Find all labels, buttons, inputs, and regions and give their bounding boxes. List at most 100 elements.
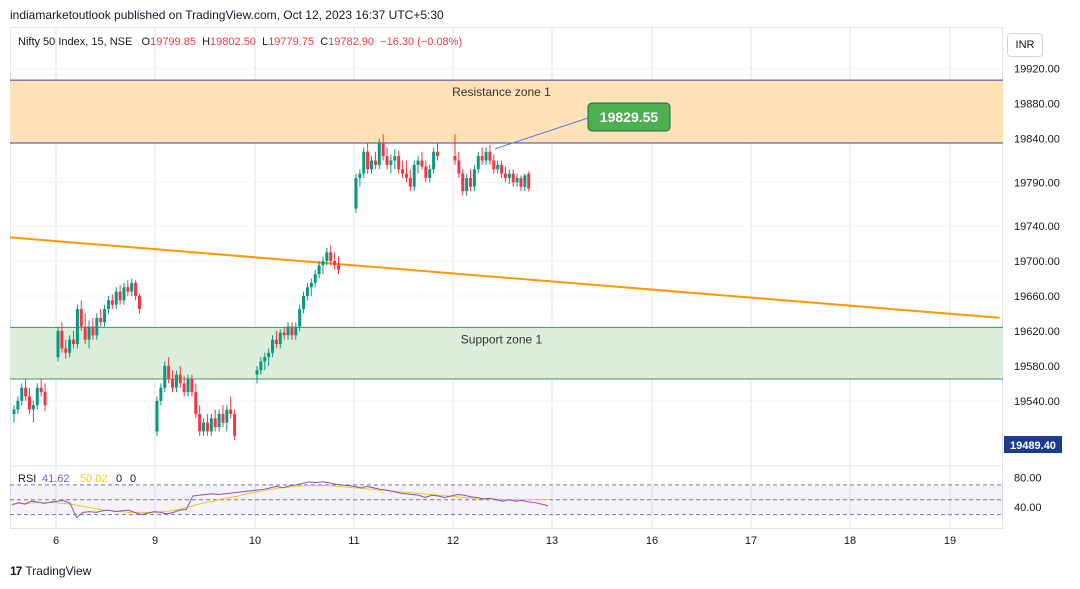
candle-body [171, 378, 175, 388]
currency-button[interactable]: INR [1007, 33, 1043, 57]
candle-body [12, 409, 16, 414]
candle-body [271, 339, 275, 353]
open-label: O [141, 36, 151, 48]
candle-body [329, 252, 333, 261]
rsi-y-tick-label: 80.00 [1014, 472, 1042, 484]
callout-box [587, 102, 671, 132]
x-tick-label: 16 [646, 535, 658, 547]
low-value: 19779.75 [268, 36, 315, 48]
symbol-legend: Nifty 50 Index, 15, NSE O19799.85 H19802… [18, 36, 462, 48]
y-tick-label: 19920.00 [1014, 64, 1060, 76]
tradingview-logo-icon: ⁠17 [10, 564, 22, 578]
candle-body [321, 261, 325, 266]
x-tick-label: 10 [249, 535, 261, 547]
candle-body [298, 309, 302, 327]
close-value: 19782.90 [328, 36, 375, 48]
brand-name: TradingView [25, 564, 92, 578]
candle-body [362, 151, 366, 174]
candle-body [194, 392, 198, 414]
candle-body [259, 361, 263, 371]
candle-body [389, 160, 393, 165]
candle-body [461, 173, 465, 192]
symbol-name: Nifty 50 Index, 15, NSE [18, 36, 133, 48]
candle-body [385, 156, 389, 165]
candle-body [476, 156, 480, 170]
candle-body [472, 169, 476, 187]
change-value: −16.30 (−0.08%) [380, 36, 463, 48]
candle-body [366, 151, 370, 170]
candle-body [72, 339, 76, 345]
candle-body [217, 413, 221, 428]
candle-body [35, 387, 39, 406]
candle-body [233, 413, 237, 436]
y-tick-label: 19700.00 [1014, 256, 1060, 268]
candle-body [381, 143, 385, 157]
candle-body [255, 370, 259, 375]
x-tick-label: 11 [348, 535, 359, 547]
x-tick-label: 19 [944, 535, 956, 547]
last-price-badge [1004, 436, 1062, 454]
candle-body [507, 173, 511, 178]
candle-body [130, 282, 134, 292]
candle-body [198, 413, 202, 432]
candle-body [95, 317, 99, 336]
candle-body [397, 156, 401, 170]
candle-body [99, 317, 103, 323]
x-tick-label: 13 [546, 535, 558, 547]
zone-label: Support zone 1 [461, 332, 543, 346]
candle-body [503, 173, 507, 178]
candle-body [480, 156, 484, 161]
candle-body [457, 160, 461, 174]
candle-body [60, 330, 64, 349]
y-tick-label: 19740.00 [1014, 221, 1060, 233]
candle-body [274, 339, 278, 345]
chart-frame [10, 27, 1003, 529]
y-tick-label: 19880.00 [1014, 99, 1060, 111]
candle-body [492, 160, 496, 170]
candle-body [79, 309, 83, 327]
candle-body [278, 332, 282, 345]
candle-body [453, 156, 457, 161]
candle-body [358, 173, 362, 178]
candle-body [313, 274, 317, 283]
rsi-line [11, 481, 549, 519]
candle-body [420, 160, 424, 167]
candle-body [432, 151, 436, 170]
y-tick-label: 19790.00 [1014, 177, 1060, 189]
candle-body [178, 374, 182, 384]
rsi-legend-value: 41.62 [42, 473, 70, 485]
candle-body [401, 169, 405, 174]
candle-body [527, 173, 531, 189]
candle-body [370, 160, 374, 170]
x-tick-label: 6 [53, 535, 59, 547]
candle-body [186, 378, 190, 393]
candle-body [229, 409, 233, 414]
candle-body [282, 332, 286, 336]
candle-body [515, 177, 519, 183]
candle-body [43, 392, 47, 406]
candle-body [325, 252, 329, 261]
close-label: C [320, 36, 329, 48]
x-tick-label: 17 [745, 535, 757, 547]
rsi-legend-ma: 50.02 [80, 473, 108, 485]
candle-body [20, 387, 24, 401]
candle-body [24, 387, 28, 397]
candle-body [68, 339, 72, 353]
rsi-ma-line [11, 485, 548, 513]
candle-body [118, 291, 122, 301]
candle-body [305, 287, 309, 296]
candle-body [267, 352, 271, 358]
candle-body [519, 177, 523, 187]
y-tick-label: 19620.00 [1014, 326, 1060, 338]
candle-body [126, 287, 130, 292]
rsi-legend-extra: 0 [116, 473, 122, 485]
candle-body [302, 295, 306, 310]
candle-body [317, 265, 321, 275]
candle-body [39, 387, 43, 393]
candle-body [159, 387, 163, 401]
candle-body [182, 383, 186, 393]
candle-body [155, 400, 159, 432]
candle-body [103, 309, 107, 323]
candle-body [174, 374, 178, 388]
